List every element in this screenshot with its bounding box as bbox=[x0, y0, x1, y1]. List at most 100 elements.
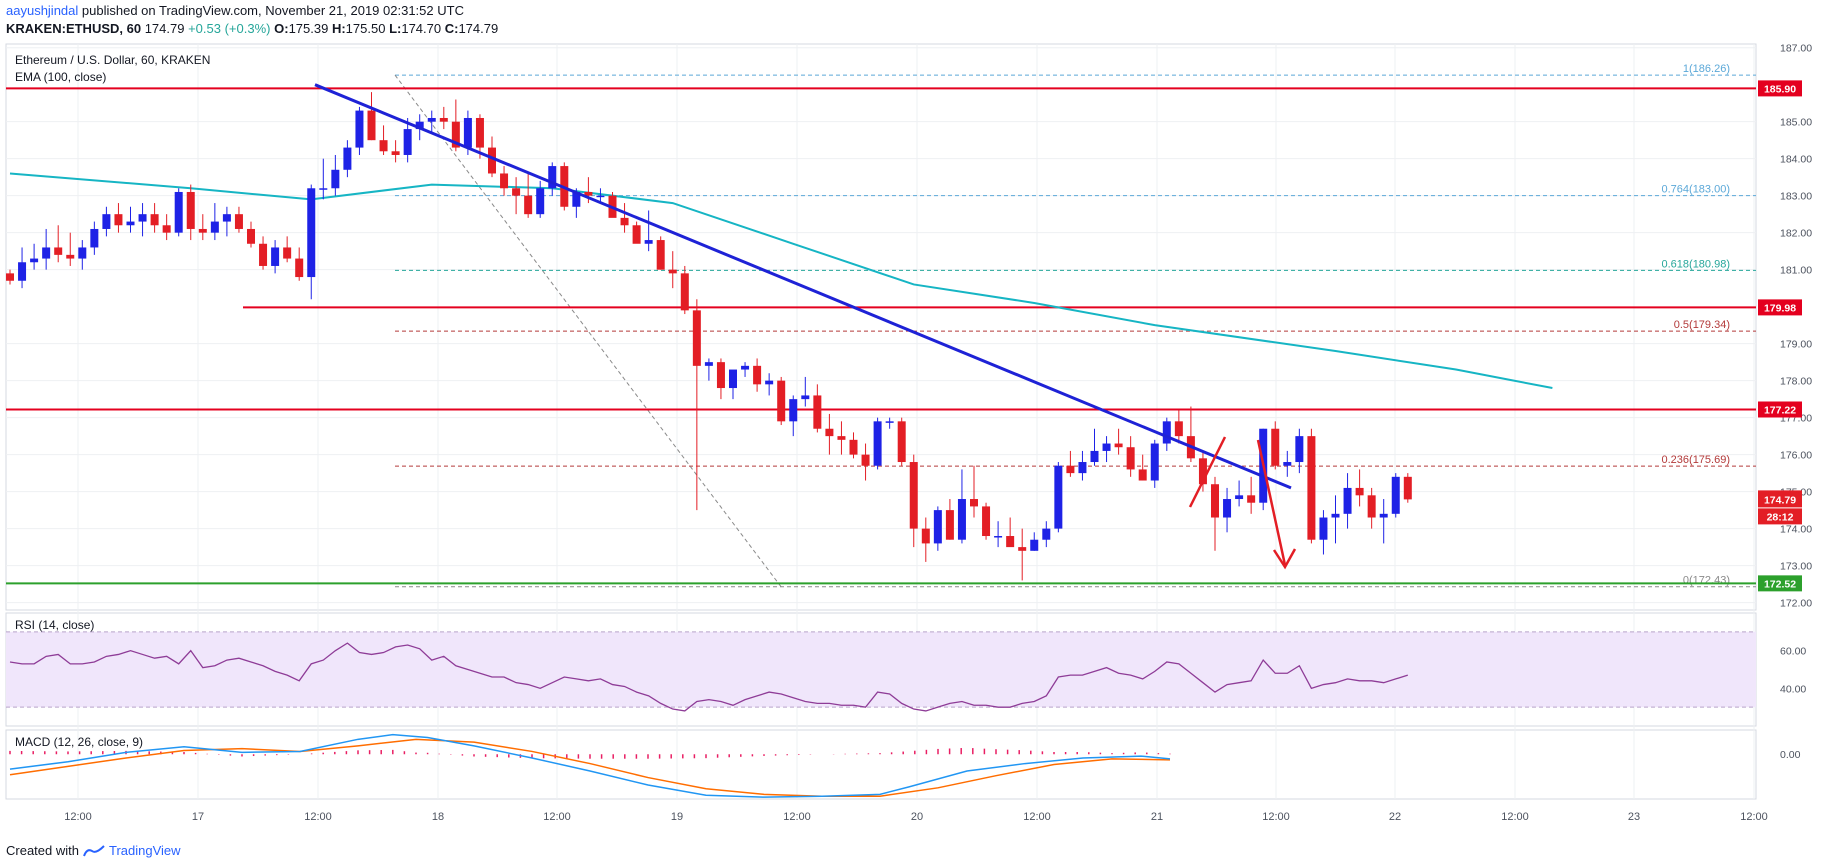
candle bbox=[692, 299, 701, 511]
candle-body bbox=[1247, 495, 1256, 503]
ema-legend: EMA (100, close) bbox=[15, 70, 106, 84]
candle bbox=[102, 206, 111, 237]
candle bbox=[1355, 469, 1364, 507]
candle-body bbox=[331, 169, 340, 189]
candle-body bbox=[1379, 513, 1388, 518]
candle bbox=[1174, 410, 1183, 444]
candle-body bbox=[1090, 450, 1099, 463]
candle bbox=[813, 384, 822, 433]
candle bbox=[753, 358, 762, 392]
macd-line bbox=[9, 733, 1171, 798]
candle-body bbox=[632, 225, 641, 244]
price-change: +0.53 (+0.3%) bbox=[188, 21, 271, 36]
x-tick-label: 12:00 bbox=[783, 811, 811, 823]
fib-diagonal bbox=[394, 74, 782, 587]
candle-body bbox=[1271, 428, 1280, 466]
candle-body bbox=[861, 454, 870, 466]
candle-body bbox=[741, 365, 750, 370]
candle-body bbox=[765, 380, 774, 385]
x-tick-label: 17 bbox=[192, 811, 204, 823]
candle-body bbox=[897, 421, 906, 463]
candle-body bbox=[524, 195, 533, 215]
candle-body bbox=[391, 151, 400, 155]
candle-body bbox=[885, 421, 894, 423]
candle-body bbox=[1343, 487, 1352, 514]
candle bbox=[114, 203, 123, 233]
rsi-band bbox=[6, 631, 1756, 708]
candle bbox=[861, 443, 870, 481]
macd-legend: MACD (12, 26, close, 9) bbox=[15, 735, 143, 749]
y-tick-label: 187.00 bbox=[1780, 43, 1812, 55]
candle-body bbox=[1403, 476, 1412, 500]
y-tick-label: 173.00 bbox=[1780, 561, 1812, 573]
price-tag bbox=[1758, 575, 1802, 592]
candle-body bbox=[102, 214, 111, 229]
x-tick-label: 12:00 bbox=[64, 811, 92, 823]
candle-body bbox=[1078, 462, 1087, 474]
candle bbox=[6, 269, 14, 285]
open-value: 175.39 bbox=[288, 21, 329, 36]
candle-body bbox=[198, 228, 207, 233]
candle-body bbox=[1174, 421, 1183, 437]
candle bbox=[1102, 436, 1111, 463]
candle bbox=[222, 206, 231, 237]
x-tick-label: 12:00 bbox=[304, 811, 332, 823]
candle-body bbox=[1235, 495, 1244, 500]
candle bbox=[1066, 450, 1075, 477]
candle bbox=[1223, 487, 1232, 533]
candle bbox=[897, 417, 906, 466]
fib-level-label: 1(186.26) bbox=[1683, 63, 1730, 75]
candle bbox=[512, 177, 521, 215]
candle bbox=[668, 251, 677, 289]
candle bbox=[1403, 473, 1412, 503]
decline-arrow bbox=[1256, 439, 1287, 566]
candle-body bbox=[933, 510, 942, 544]
candle bbox=[18, 247, 27, 289]
candle bbox=[729, 369, 737, 400]
candle bbox=[1126, 436, 1135, 477]
chart-title: Ethereum / U.S. Dollar, 60, KRAKEN bbox=[15, 53, 210, 67]
candle-body bbox=[777, 380, 786, 422]
high-value: 175.50 bbox=[345, 21, 386, 36]
candle-body bbox=[994, 536, 1003, 538]
candle bbox=[427, 110, 436, 133]
candle bbox=[174, 188, 183, 237]
candle bbox=[524, 173, 533, 218]
candle bbox=[1247, 476, 1256, 514]
candle bbox=[331, 154, 340, 196]
candle bbox=[1379, 499, 1388, 544]
candle-body bbox=[234, 214, 243, 229]
candle-body bbox=[1367, 495, 1376, 518]
price-tag bbox=[1758, 80, 1802, 97]
candle bbox=[801, 376, 810, 407]
price-tag bbox=[1758, 401, 1802, 418]
x-tick-label: 20 bbox=[911, 811, 923, 823]
candle bbox=[982, 502, 991, 540]
candle bbox=[1138, 454, 1147, 481]
candle bbox=[150, 203, 159, 233]
tradingview-link[interactable]: TradingView bbox=[108, 843, 181, 858]
candle-body bbox=[319, 188, 328, 190]
candle bbox=[716, 358, 725, 400]
candle bbox=[1391, 473, 1400, 518]
level-price-label: 177.22 bbox=[1764, 404, 1796, 416]
candle bbox=[1150, 439, 1159, 488]
candle bbox=[1042, 521, 1051, 548]
candle bbox=[873, 417, 882, 470]
candle-body bbox=[379, 140, 388, 152]
author-link[interactable]: aayushjindal bbox=[6, 3, 79, 18]
candle-body bbox=[415, 121, 424, 130]
x-tick-label: 12:00 bbox=[1262, 811, 1290, 823]
candle-body bbox=[1355, 487, 1364, 496]
candle bbox=[1114, 428, 1123, 455]
candle-body bbox=[6, 273, 14, 281]
candle bbox=[789, 395, 798, 437]
candle-body bbox=[753, 365, 762, 385]
x-tick-label: 12:00 bbox=[543, 811, 571, 823]
candle bbox=[957, 469, 966, 544]
candle-body bbox=[909, 462, 918, 529]
decline-arrow-head bbox=[1272, 548, 1297, 570]
candle bbox=[283, 236, 292, 263]
candle-body bbox=[1211, 484, 1219, 518]
